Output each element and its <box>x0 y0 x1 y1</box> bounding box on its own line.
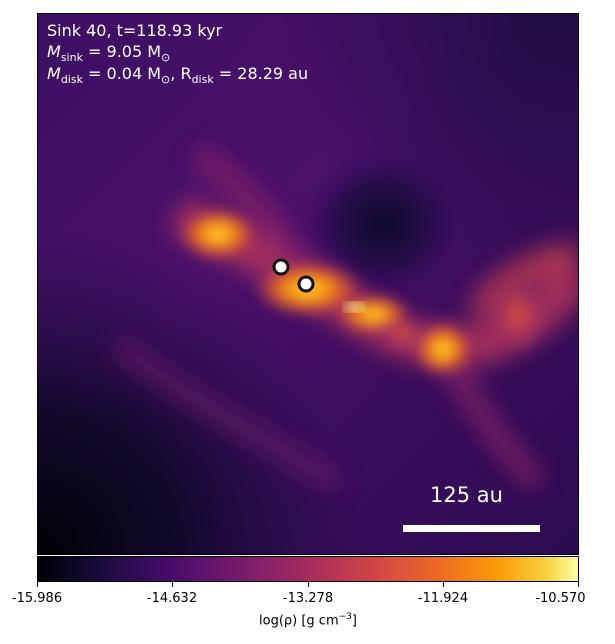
disk-radius-sub: disk <box>191 73 214 87</box>
density-map <box>37 13 579 555</box>
sink-mass-sub: sink <box>60 51 83 65</box>
sink-time-label: Sink 40, t=118.93 kyr <box>47 21 223 40</box>
disk-mass-sub: disk <box>60 73 83 87</box>
scale-bar-label: 125 au <box>430 483 503 507</box>
sink-mass-symbol: M <box>47 42 61 61</box>
colorbar-tick <box>443 582 444 587</box>
colorbar-tick-label: -13.278 <box>282 591 334 606</box>
colorbar <box>37 556 579 582</box>
colorbar-tick <box>37 582 38 587</box>
colorbar-tick <box>172 582 173 587</box>
sink-mass-unit: ⊙ <box>161 51 171 65</box>
disk-radius-value: = 28.29 au <box>213 64 309 83</box>
scale-bar <box>403 525 540 532</box>
colorbar-label-main: log(ρ) [g cm <box>259 613 339 629</box>
sink-mass-label: Msink = 9.05 M⊙ <box>47 42 171 65</box>
sink-b <box>297 275 315 293</box>
colorbar-tick <box>308 582 309 587</box>
disk-mass-value: = 0.04 M <box>82 64 162 83</box>
disk-mass-symbol: M <box>47 64 61 83</box>
colorbar-label: log(ρ) [g cm−3] <box>259 612 357 628</box>
disk-radius-prefix: , R <box>170 64 192 83</box>
disk-mass-unit: ⊙ <box>161 73 171 87</box>
colorbar-label-end: ] <box>351 613 357 629</box>
sink-mass-value: = 9.05 M <box>82 42 162 61</box>
colorbar-tick <box>578 582 579 587</box>
colorbar-label-exp: −3 <box>338 612 352 622</box>
colorbar-tick-label: -10.570 <box>535 591 586 606</box>
density-image <box>38 14 578 554</box>
colorbar-tick-label: -15.986 <box>11 591 63 606</box>
colorbar-tick-label: -11.924 <box>417 591 469 606</box>
disk-label: Mdisk = 0.04 M⊙, Rdisk = 28.29 au <box>47 64 309 87</box>
sink-a <box>272 258 290 276</box>
colorbar-tick-label: -14.632 <box>146 591 198 606</box>
